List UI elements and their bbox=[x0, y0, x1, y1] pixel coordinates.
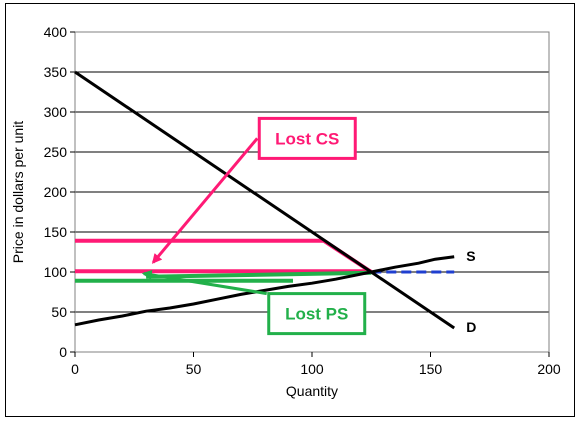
annotations: Lost CS Lost PS bbox=[141, 116, 367, 336]
y-tick-label-300: 300 bbox=[44, 104, 68, 120]
y-axis-label: Price in dollars per unit bbox=[10, 121, 26, 264]
y-tick-label-400: 400 bbox=[44, 24, 68, 40]
x-tick-label-50: 50 bbox=[186, 361, 202, 377]
series-d-line bbox=[74, 70, 456, 330]
y-tick-label-150: 150 bbox=[44, 224, 68, 240]
x-tick-label-100: 100 bbox=[300, 361, 324, 377]
x-tick-label-150: 150 bbox=[419, 361, 443, 377]
x-tick-label-200: 200 bbox=[537, 361, 561, 377]
lost-ps-label: Lost PS bbox=[285, 305, 348, 324]
overlays bbox=[75, 238, 455, 283]
lost-ps-box bbox=[267, 292, 367, 336]
y-tick-label-0: 0 bbox=[59, 344, 67, 360]
series-d-label: D bbox=[466, 319, 476, 335]
y-tick-label-250: 250 bbox=[44, 144, 68, 160]
lost-cs-box bbox=[257, 116, 357, 160]
y-tick-label-350: 350 bbox=[44, 64, 68, 80]
lost-cs-arrow bbox=[151, 137, 259, 264]
y-tick-label-200: 200 bbox=[44, 184, 68, 200]
y-tick-label-100: 100 bbox=[44, 264, 68, 280]
tick-labels: 0 50 100 150 200 250 300 350 400 0 50 100 150 200 bbox=[44, 24, 561, 377]
cs-upper-line bbox=[75, 238, 373, 274]
lost-cs-label: Lost CS bbox=[275, 129, 339, 148]
series-s-label: S bbox=[466, 248, 475, 264]
ps-upper-line bbox=[146, 270, 372, 279]
y-tick-label-50: 50 bbox=[51, 304, 67, 320]
x-tick-label-0: 0 bbox=[71, 361, 79, 377]
series-s-line bbox=[74, 255, 455, 327]
series-lines: DS bbox=[74, 70, 476, 335]
x-axis-label: Quantity bbox=[286, 383, 338, 399]
lost-ps-arrow bbox=[141, 269, 267, 296]
